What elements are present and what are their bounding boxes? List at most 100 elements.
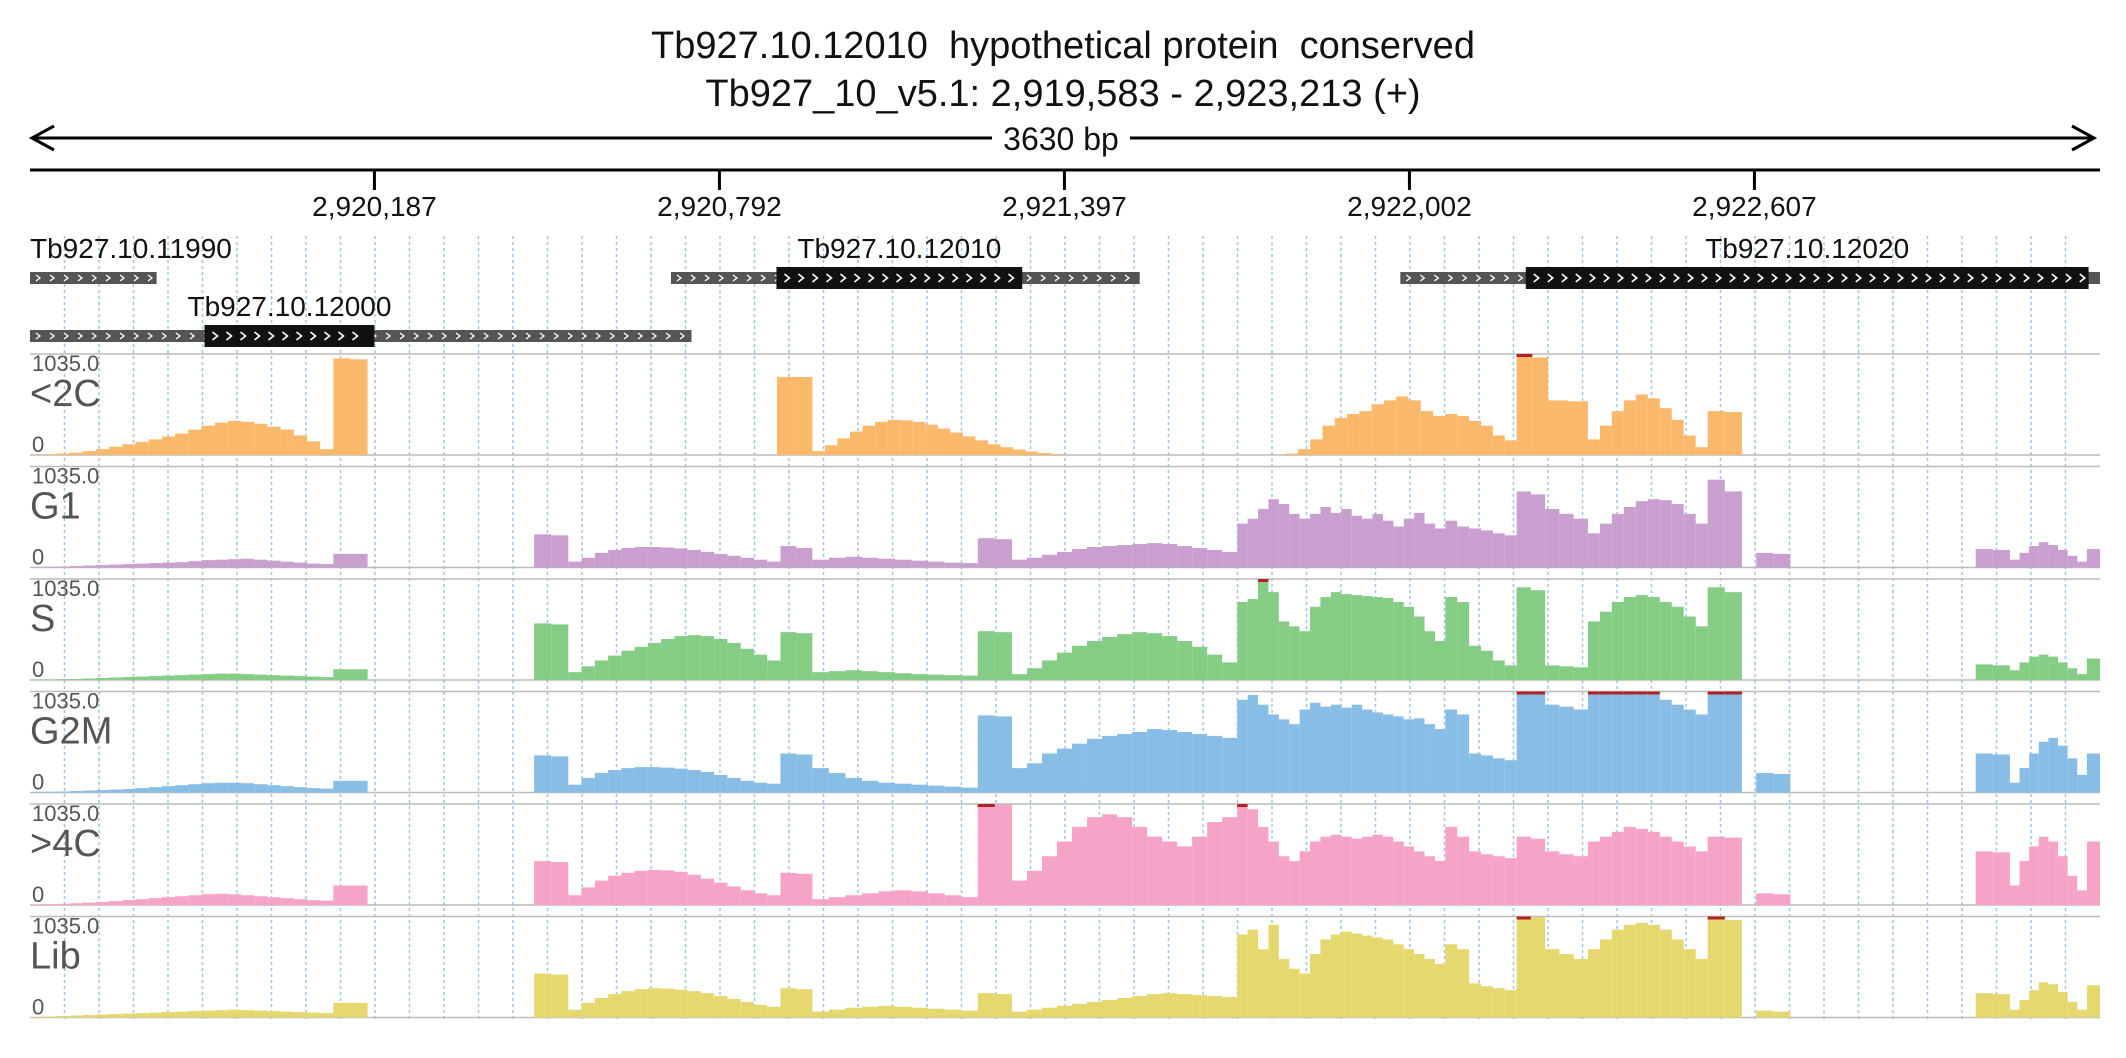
coverage-bin [1457, 526, 1470, 568]
track-G2M: 1035.0 0 G2M [30, 689, 2100, 795]
coverage-bin [1372, 712, 1383, 793]
coverage-bin [1545, 508, 1560, 568]
coverage-bin [621, 650, 635, 680]
coverage-bin [1247, 518, 1259, 568]
coverage-bin [634, 547, 648, 568]
strand-arrow [1631, 273, 1639, 283]
coverage-bin [1372, 513, 1383, 568]
coverage-bin [2058, 745, 2068, 793]
gene-Tb927.10.12010: Tb927.10.12010 [670, 233, 1140, 289]
strand-arrow [511, 332, 518, 340]
span-label: 3630 bp [1003, 121, 1119, 157]
coverage-bin [878, 1005, 896, 1018]
coverage-bin [568, 561, 582, 568]
coverage-bin [1445, 826, 1458, 905]
strand-arrow [746, 274, 753, 282]
coverage-bin [1330, 934, 1342, 1018]
gene-Tb927.10.12000: Tb927.10.12000 [30, 291, 692, 347]
coverage-bin [122, 677, 136, 680]
coverage-bin [1278, 958, 1290, 1018]
coverage-bin [608, 549, 622, 568]
coverage-bin [994, 804, 1012, 905]
coverage-bin [1559, 854, 1574, 905]
strand-arrow [239, 331, 247, 341]
coverage-bin [2058, 992, 2068, 1018]
coverage-bin [1611, 691, 1624, 793]
coverage-bin [1559, 513, 1574, 568]
coverage-bin [1530, 916, 1546, 1018]
coverage-bin [254, 674, 268, 680]
coverage-bin [727, 998, 741, 1018]
coverage-bin [109, 446, 123, 455]
coverage-bin [1587, 533, 1600, 568]
clip-marker [1587, 691, 1600, 695]
coverage-bin [254, 896, 268, 905]
coverage-bin [56, 679, 70, 680]
coverage-bin [1683, 846, 1696, 905]
coverage-bin [1310, 954, 1321, 1018]
coverage-bin [109, 789, 123, 793]
coverage-bin [1011, 1011, 1027, 1018]
strand-arrow [1575, 273, 1583, 283]
strand-arrow [133, 274, 140, 282]
strand-arrow [2051, 273, 2059, 283]
coverage-bin [1403, 949, 1415, 1018]
coverage-bin [267, 426, 281, 455]
coverage-bin [1707, 836, 1725, 905]
coverage-bin [1975, 548, 1993, 568]
coverage-bin [69, 452, 83, 455]
coverage-bin [1587, 691, 1600, 793]
coverage-bin [534, 973, 552, 1018]
coverage-bin [56, 453, 70, 455]
coverage-bin [1623, 597, 1636, 680]
coverage-bin [1042, 660, 1058, 680]
coverage-bin [568, 784, 582, 793]
strand-arrow [679, 332, 686, 340]
coverage-bin [161, 897, 176, 905]
coverage-bin [1258, 508, 1269, 568]
coverage-bin [1278, 621, 1290, 680]
coverage-bin [1683, 949, 1696, 1018]
coverage-bin [714, 774, 728, 793]
coverage-bin [1403, 719, 1415, 793]
coverage-bin [674, 768, 688, 793]
coverage-bin [767, 783, 781, 793]
coverage-bin [333, 669, 351, 680]
strand-arrow [1124, 274, 1131, 282]
coverage-bin [1117, 733, 1133, 793]
coverage-bin [1707, 479, 1725, 568]
coverage-bin [1011, 880, 1027, 905]
coverage-bin [977, 715, 995, 793]
strand-arrow [309, 331, 317, 341]
coverage-bin [1177, 731, 1193, 793]
strand-arrow [281, 331, 289, 341]
coverage-bin [2038, 654, 2049, 680]
coverage-bin [1504, 440, 1517, 455]
coverage-bin [1362, 709, 1373, 793]
coverage-bin [1050, 454, 1064, 455]
coverage-bin [740, 780, 754, 793]
strand-arrow [1026, 274, 1033, 282]
coverage-bin [1530, 838, 1546, 905]
coverage-bin [977, 804, 995, 905]
coverage-bin [280, 429, 294, 455]
coverage-bin [1057, 551, 1073, 568]
gene-utr [30, 272, 157, 284]
coverage-bin [928, 561, 945, 568]
coverage-bin [608, 655, 622, 680]
strand-arrow [2065, 273, 2073, 283]
coverage-bin [2009, 885, 2020, 905]
strand-arrow [732, 274, 739, 282]
coverage-bin [148, 898, 162, 905]
coverage-bin [320, 449, 334, 455]
title-gene: Tb927.10.12010 hypothetical protein cons… [651, 25, 1475, 67]
coverage-bin [214, 782, 228, 793]
coverage-bin [1457, 415, 1470, 455]
strand-arrow [623, 332, 630, 340]
coverage-bin [333, 780, 351, 793]
clip-marker [1516, 916, 1531, 920]
coverage-bin [1310, 841, 1321, 905]
coverage-bin [714, 996, 728, 1018]
coverage-bin [1469, 983, 1481, 1018]
coverage-bin [1102, 546, 1118, 568]
